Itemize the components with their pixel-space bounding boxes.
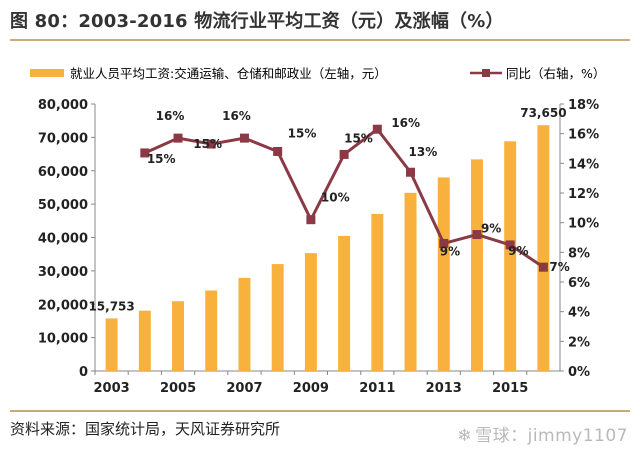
line-marker-2014: [472, 230, 482, 240]
line-data-label: 15%: [344, 131, 373, 145]
title-divider: [10, 39, 630, 41]
bar-wage-2011: [371, 213, 384, 371]
line-data-label: 9%: [440, 244, 460, 258]
x-axis-tick-label: 2005: [160, 381, 196, 396]
left-axis-tick-label: 60,000: [38, 165, 88, 180]
left-axis-tick-label: 30,000: [38, 265, 88, 280]
line-data-label: 10%: [321, 191, 350, 205]
line-data-label: 9%: [508, 244, 528, 258]
legend-label-yoy: 同比（右轴，%）: [506, 66, 605, 81]
right-axis-tick-label: 4%: [568, 306, 590, 321]
snowball-logo-icon: ❄: [457, 426, 473, 446]
line-marker-2009: [306, 215, 316, 225]
bar-wage-2012: [404, 192, 417, 371]
line-data-label: 16%: [156, 109, 185, 123]
bar-data-label: 15,753: [88, 299, 134, 313]
bar-wage-2015: [504, 141, 517, 371]
x-axis-tick-label: 2013: [426, 381, 462, 396]
bar-wage-2006: [205, 290, 218, 371]
watermark-text: 雪球：jimmy1107: [475, 426, 628, 446]
bar-wage-2008: [271, 264, 284, 371]
line-marker-2015: [505, 240, 515, 250]
line-marker-2008: [273, 146, 283, 156]
right-axis-tick-label: 18%: [568, 98, 599, 113]
left-axis-tick-label: 0: [79, 365, 88, 380]
left-axis-tick-label: 80,000: [38, 98, 88, 113]
right-axis-tick-label: 6%: [568, 276, 590, 291]
line-marker-2016: [538, 262, 548, 272]
x-axis-tick-label: 2011: [359, 381, 395, 396]
line-marker-2004: [140, 148, 150, 158]
x-axis-tick-label: 2015: [492, 381, 528, 396]
bar-wage-2014: [470, 159, 483, 371]
line-data-label: 16%: [222, 109, 251, 123]
x-axis-tick-label: 2009: [293, 381, 329, 396]
line-marker-2012: [406, 167, 416, 177]
bar-wage-2016: [537, 125, 550, 372]
source-note: 资料来源：国家统计局，天风证券研究所: [10, 420, 281, 438]
left-axis-tick-label: 70,000: [38, 131, 88, 146]
bar-wage-2013: [437, 177, 450, 371]
line-data-label: 15%: [193, 137, 222, 151]
line-data-label: 7%: [549, 260, 569, 274]
right-axis-tick-label: 16%: [568, 128, 599, 143]
line-data-label: 16%: [391, 116, 420, 130]
bar-wage-2004: [138, 310, 151, 371]
line-marker-2013: [439, 238, 449, 248]
bar-wage-2010: [338, 235, 351, 371]
bar-wage-2007: [238, 277, 251, 371]
left-axis-tick-label: 40,000: [38, 232, 88, 247]
x-axis-tick-label: 2007: [226, 381, 262, 396]
bar-wage-2003: [105, 318, 118, 371]
chart-title: 图 80：2003-2016 物流行业平均工资（元）及涨幅（%）: [10, 11, 504, 32]
left-axis-tick-label: 50,000: [38, 198, 88, 213]
legend-swatch-wage: [30, 69, 64, 77]
bar-wage-2009: [304, 253, 317, 371]
right-axis-tick-label: 10%: [568, 217, 599, 232]
chart-canvas: 就业人员平均工资:交通运输、仓储和邮政业（左轴，元） 同比（右轴，%） 0 10,00…: [30, 66, 605, 396]
bar-wage-2005: [172, 301, 185, 371]
right-axis-tick-label: 8%: [568, 246, 590, 261]
left-axis-tick-label: 20,000: [38, 298, 88, 313]
line-data-label: 13%: [409, 145, 438, 159]
right-axis-tick-label: 12%: [568, 187, 599, 202]
line-marker-2005: [173, 133, 183, 143]
right-axis-tick-label: 0%: [568, 365, 590, 380]
right-axis-tick-label: 14%: [568, 157, 599, 172]
line-marker-2011: [372, 124, 382, 134]
line-data-label: 9%: [481, 222, 501, 236]
bar-data-label: 73,650: [520, 106, 566, 120]
line-marker-2010: [339, 149, 349, 159]
line-data-label: 15%: [288, 126, 317, 140]
footer-divider: [10, 410, 630, 412]
line-marker-2007: [239, 133, 249, 143]
x-axis-tick-label: 2003: [94, 381, 130, 396]
watermark: ❄ 雪球：jimmy1107: [457, 421, 628, 446]
line-data-label: 15%: [147, 152, 176, 166]
legend-label-wage: 就业人员平均工资:交通运输、仓储和邮政业（左轴，元）: [70, 66, 387, 81]
right-axis-tick-label: 2%: [568, 335, 590, 350]
left-axis-tick-label: 10,000: [38, 332, 88, 347]
line-marker-2006: [206, 139, 216, 149]
legend-marker-yoy: [482, 69, 490, 77]
